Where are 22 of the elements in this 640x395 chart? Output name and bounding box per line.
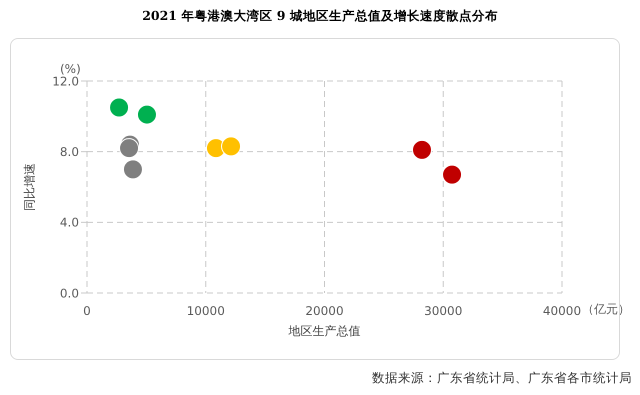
source-note: 数据来源：广东省统计局、广东省各市统计局 [372,370,632,387]
point [109,98,130,118]
x-axis-title: 地区生产总值 [288,324,360,338]
y-tick-label: 4.0 [60,216,79,230]
x-tick-label: 20000 [305,304,344,318]
y-tick-label: 8.0 [60,144,79,159]
x-tick-label: 0 [83,304,91,318]
point [136,104,157,125]
x-tick-label: 10000 [186,304,225,318]
text: （亿元） [582,301,630,318]
point [412,140,432,160]
text: (%) [60,62,81,76]
x-tick-label: 30000 [424,304,462,318]
y-tick-label: 0.0 [60,286,79,300]
x-tick-label: 40000 [542,304,582,318]
point [119,138,140,158]
point [221,136,242,156]
y-tick-label: 12.0 [52,74,79,88]
chart-title: 2021 年粤港澳大湾区 9 城地区生产总值及增长速度散点分布 [141,8,499,25]
y-axis-title: 同比增速 [22,163,36,211]
point [442,164,462,185]
point [122,159,143,180]
